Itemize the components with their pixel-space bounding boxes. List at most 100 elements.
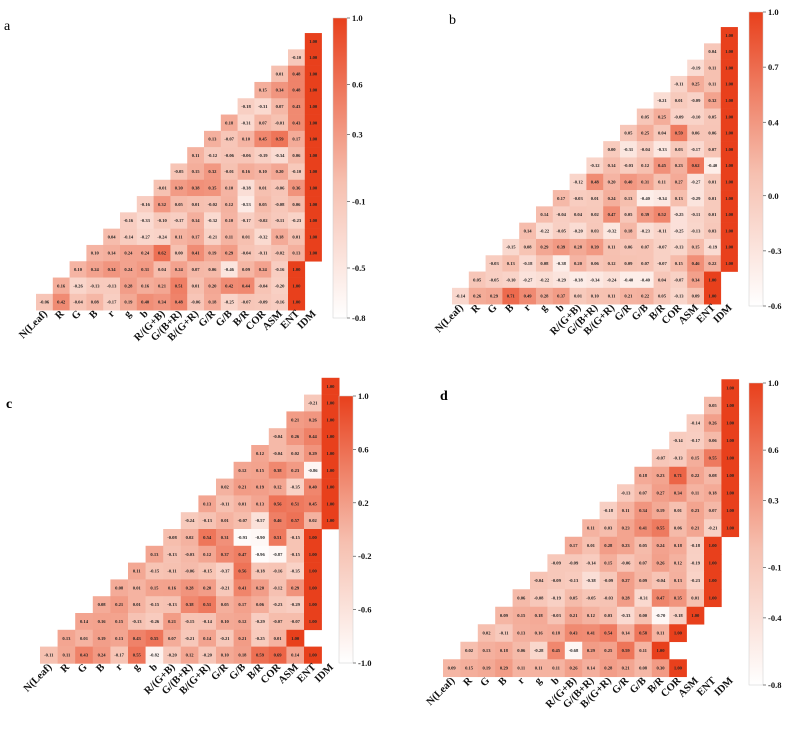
heatmap-cell (603, 238, 621, 256)
heatmap-cell (286, 478, 305, 496)
heatmap-panel-c: c 1.00 -0.21 1.00 0.21 0.26 1.00 -0.04 0.26 0.44 1… (6, 377, 371, 697)
x-axis-variable-label: R (462, 675, 475, 688)
cell-value-label: -0.07 (290, 619, 300, 624)
cell-value-label: -0.04 (241, 251, 251, 256)
heatmap-cell (268, 613, 287, 631)
cell-value-label: 0.35 (674, 596, 683, 601)
cell-value-label: -0.82 (150, 653, 160, 658)
heatmap-cell (720, 43, 738, 60)
heatmap-cell (145, 579, 164, 597)
heatmap-cell (198, 613, 217, 631)
heatmap-cell (720, 173, 738, 191)
cell-value-label: -0.13 (167, 602, 177, 607)
heatmap-cell (670, 141, 688, 158)
heatmap-cell (586, 157, 604, 175)
cell-value-label: -0.25 (674, 212, 684, 217)
heatmap-cell (617, 606, 635, 625)
heatmap-cell (636, 157, 654, 175)
cell-value-label: 0.05 (221, 602, 230, 607)
cell-value-label: 0.12 (641, 163, 650, 168)
heatmap-cell (271, 114, 289, 132)
heatmap-cell (268, 596, 287, 614)
heatmap-cell (495, 606, 513, 625)
heatmap-cell (251, 579, 270, 597)
cell-value-label: -0.07 (224, 137, 234, 142)
heatmap-cell (536, 238, 554, 256)
cell-value-label: 0.38 (186, 602, 195, 607)
colorbar-tick-label: 1.0 (768, 378, 779, 388)
heatmap-cell (204, 228, 222, 246)
cell-value-label: 0.09 (624, 261, 633, 266)
cell-value-label: 0.13 (292, 251, 301, 256)
heatmap-cell (304, 65, 322, 83)
cell-value-label: 0.29 (587, 648, 596, 653)
cell-value-label: -0.23 (691, 578, 701, 583)
heatmap-cell (704, 519, 722, 538)
heatmap-cell (704, 238, 722, 256)
cell-value-label: -0.01 (275, 120, 285, 125)
heatmap-cell (216, 613, 234, 631)
heatmap-cell (136, 277, 154, 295)
cell-value-label: -0.57 (255, 518, 265, 523)
heatmap-cell (502, 255, 520, 272)
cell-value-label: 0.01 (242, 234, 251, 239)
cell-value-label: 0.13 (675, 196, 684, 201)
colorbar-tick-label: 0.6 (352, 80, 363, 90)
heatmap-cell (687, 124, 705, 142)
heatmap-cell (120, 244, 138, 262)
cell-value-label: 0.14 (203, 636, 212, 641)
heatmap-cell (286, 613, 305, 631)
cell-value-label: 0.07 (708, 147, 717, 152)
heatmap-cell (254, 261, 272, 278)
cell-value-label: 0.25 (641, 131, 650, 136)
cell-value-label: 0.26 (473, 294, 482, 299)
heatmap-cell (304, 579, 322, 597)
x-axis-variable-label: B (95, 662, 108, 675)
heatmap-cell (686, 589, 705, 608)
heatmap-cell (237, 179, 255, 197)
cell-value-label: -0.18 (604, 508, 614, 513)
heatmap-cell (187, 179, 205, 197)
cell-value-label: -0.38 (556, 261, 566, 266)
heatmap-cell (603, 222, 621, 240)
cell-value-label: 0.19 (656, 508, 665, 513)
cell-value-label: 1.00 (326, 451, 335, 456)
cell-value-label: 0.06 (256, 602, 265, 607)
heatmap-cell (198, 596, 217, 614)
heatmap-cell (653, 238, 671, 256)
heatmap-cell (136, 196, 154, 213)
heatmap-cell (103, 228, 121, 246)
cell-value-label: 0.27 (656, 491, 665, 496)
heatmap-cell (582, 641, 600, 660)
heatmap-cell (304, 114, 322, 132)
heatmap-cell (519, 255, 537, 272)
heatmap-cell (136, 293, 154, 311)
cell-value-label: 0.40 (624, 180, 633, 185)
cell-value-label: 0.43 (292, 120, 301, 125)
cell-value-label: 0.28 (574, 245, 583, 250)
cell-value-label: 0.59 (622, 648, 631, 653)
cell-value-label: -0.17 (241, 218, 251, 223)
cell-value-label: 0.09 (500, 613, 509, 618)
heatmap-cell (216, 629, 234, 647)
cell-value-label: 0.01 (80, 636, 89, 641)
heatmap-cell (187, 212, 205, 229)
heatmap-cell (187, 196, 205, 213)
heatmap-cell (669, 659, 687, 678)
heatmap-cell (704, 287, 722, 305)
cell-value-label: 0.01 (133, 602, 142, 607)
cell-value-label: 0.00 (175, 251, 184, 256)
heatmap-cell (653, 255, 671, 272)
cell-value-label: 0.05 (175, 202, 184, 207)
cell-value-label: 0.17 (569, 543, 578, 548)
heatmap-cell (254, 277, 272, 295)
cell-value-label: 0.16 (168, 585, 177, 590)
colorbar (748, 382, 764, 686)
cell-value-label: 0.58 (639, 631, 648, 636)
heatmap-cell (530, 589, 548, 608)
cell-value-label: -0.15 (150, 602, 160, 607)
cell-value-label: 0.36 (292, 186, 301, 191)
heatmap-cell (254, 228, 272, 246)
heatmap-cell (586, 190, 604, 207)
heatmap-cell (603, 173, 621, 191)
